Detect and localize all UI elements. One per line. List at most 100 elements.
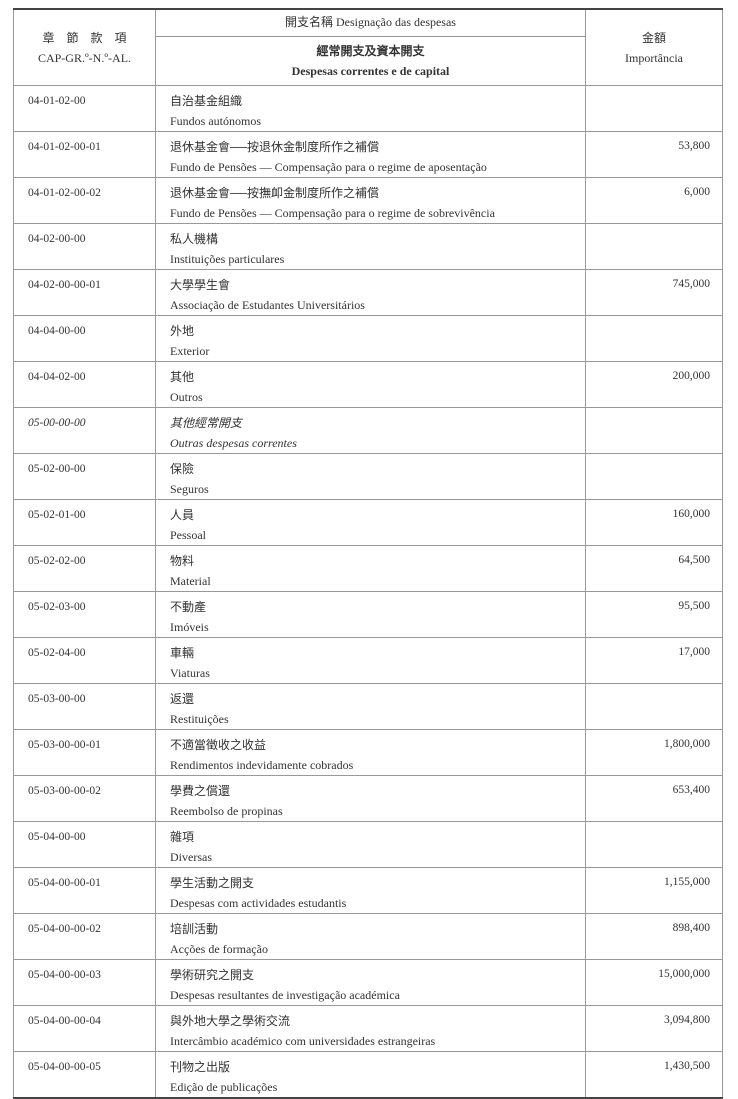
row-description-pt: Fundos autónomos bbox=[170, 114, 262, 128]
row-code: 05-04-00-00-04 bbox=[13, 1005, 156, 1052]
section-zh: 經常開支及資本開支 bbox=[316, 44, 425, 58]
table-row: 05-02-01-00 人員 Pessoal 160,000 bbox=[13, 499, 723, 546]
table-row: 05-02-03-00 不動產 Imóveis 95,500 bbox=[13, 591, 723, 638]
amount-header: 金額 Importância bbox=[585, 8, 723, 86]
row-amount bbox=[585, 223, 723, 270]
row-description-pt: Outras despesas correntes bbox=[170, 436, 297, 450]
row-description-pt: Material bbox=[170, 574, 211, 588]
table-row: 04-01-02-00 自治基金組織 Fundos autónomos bbox=[13, 85, 723, 132]
row-amount: 1,430,500 bbox=[585, 1051, 723, 1099]
row-amount: 1,800,000 bbox=[585, 729, 723, 776]
row-amount: 17,000 bbox=[585, 637, 723, 684]
row-description: 大學學生會 Associação de Estudantes Universitá… bbox=[155, 269, 586, 316]
row-description-zh: 刊物之出版 bbox=[170, 1060, 231, 1074]
row-description: 不適當徵收之收益 Rendimentos indevidamente cobrad… bbox=[155, 729, 586, 776]
row-description: 私人機構 Instituições particulares bbox=[155, 223, 586, 270]
row-description-pt: Fundo de Pensões — Compensação para o re… bbox=[170, 160, 487, 174]
row-code: 05-04-00-00-02 bbox=[13, 913, 156, 960]
table-row: 04-04-00-00 外地 Exterior bbox=[13, 315, 723, 362]
row-description-pt: Fundo de Pensões — Compensação para o re… bbox=[170, 206, 495, 220]
code-header-pt: CAP-GR.º-N.º-AL. bbox=[37, 50, 132, 65]
row-code: 04-01-02-00-01 bbox=[13, 131, 156, 178]
row-description-zh: 與外地大學之學術交流 bbox=[170, 1014, 291, 1028]
row-description: 保險 Seguros bbox=[155, 453, 586, 500]
row-description-pt: Acções de formação bbox=[170, 942, 268, 956]
row-code: 05-03-00-00-01 bbox=[13, 729, 156, 776]
amount-header-pt: Importância bbox=[625, 50, 683, 65]
row-code: 04-01-02-00 bbox=[13, 85, 156, 132]
row-description: 不動產 Imóveis bbox=[155, 591, 586, 638]
row-amount bbox=[585, 407, 723, 454]
row-code: 05-02-00-00 bbox=[13, 453, 156, 500]
row-code: 05-02-01-00 bbox=[13, 499, 156, 546]
row-description-pt: Reembolso de propinas bbox=[170, 804, 283, 818]
row-code: 04-02-00-00-01 bbox=[13, 269, 156, 316]
table-row: 04-01-02-00-02 退休基金會──按撫卹金制度所作之補償 Fundo de… bbox=[13, 177, 723, 224]
row-description: 退休基金會──按退休金制度所作之補償 Fundo de Pensões — Com… bbox=[155, 131, 586, 178]
row-description-pt: Pessoal bbox=[170, 528, 206, 542]
budget-table: 章 節 款 項 CAP-GR.º-N.º-AL. 開支名稱 Designação… bbox=[13, 8, 723, 1099]
row-description-zh: 返還 bbox=[170, 692, 195, 706]
table-row: 05-04-00-00 雜項 Diversas bbox=[13, 821, 723, 868]
table-row: 05-03-00-00-01 不適當徵收之收益 Rendimentos indevi… bbox=[13, 729, 723, 776]
amount-header-zh: 金額 bbox=[641, 30, 666, 45]
row-code: 05-00-00-00 bbox=[13, 407, 156, 454]
table-row: 05-03-00-00-02 學費之償還 Reembolso de propinas… bbox=[13, 775, 723, 822]
table-row: 05-03-00-00 返還 Restituições bbox=[13, 683, 723, 730]
table-row: 04-02-00-00-01 大學學生會 Associação de Estudan… bbox=[13, 269, 723, 316]
section-pt: Despesas correntes e de capital bbox=[291, 64, 450, 78]
table-row: 04-04-02-00 其他 Outros 200,000 bbox=[13, 361, 723, 408]
row-description: 刊物之出版 Edição de publicações bbox=[155, 1051, 586, 1099]
code-header: 章 節 款 項 CAP-GR.º-N.º-AL. bbox=[13, 8, 156, 86]
row-description: 退休基金會──按撫卹金制度所作之補償 Fundo de Pensões — Com… bbox=[155, 177, 586, 224]
section-header-row: 經常開支及資本開支 Despesas correntes e de capita… bbox=[14, 36, 723, 86]
table-row: 04-01-02-00-01 退休基金會──按退休金制度所作之補償 Fundo de… bbox=[13, 131, 723, 178]
row-code: 05-02-03-00 bbox=[13, 591, 156, 638]
row-description: 返還 Restituições bbox=[155, 683, 586, 730]
row-amount bbox=[585, 683, 723, 730]
table-row: 05-04-00-00-04 與外地大學之學術交流 Intercâmbio acad… bbox=[13, 1005, 723, 1052]
row-description-pt: Seguros bbox=[170, 482, 209, 496]
table-row: 05-04-00-00-02 培訓活動 Acções de formação 898,… bbox=[13, 913, 723, 960]
row-description: 外地 Exterior bbox=[155, 315, 586, 362]
row-description-pt: Intercâmbio académico com universidades … bbox=[170, 1034, 436, 1048]
row-code: 05-03-00-00 bbox=[13, 683, 156, 730]
row-description-zh: 外地 bbox=[170, 324, 195, 338]
row-amount bbox=[585, 85, 723, 132]
row-amount bbox=[585, 821, 723, 868]
row-description: 與外地大學之學術交流 Intercâmbio académico com univ… bbox=[155, 1005, 586, 1052]
row-description: 學生活動之開支 Despesas com actividades estudant… bbox=[155, 867, 586, 914]
row-amount: 745,000 bbox=[585, 269, 723, 316]
row-description-zh: 物料 bbox=[170, 554, 195, 568]
designation-header: 開支名稱 Designação das despesas bbox=[155, 8, 586, 37]
header-row: 章 節 款 項 CAP-GR.º-N.º-AL. 開支名稱 Designação… bbox=[13, 8, 723, 86]
row-description-pt: Exterior bbox=[170, 344, 210, 358]
row-description-pt: Despesas com actividades estudantis bbox=[170, 896, 347, 910]
table-row: 05-02-04-00 車輛 Viaturas 17,000 bbox=[13, 637, 723, 684]
row-description-pt: Outros bbox=[170, 390, 203, 404]
row-code: 05-02-04-00 bbox=[13, 637, 156, 684]
row-amount: 6,000 bbox=[585, 177, 723, 224]
row-amount bbox=[585, 315, 723, 362]
row-code: 04-02-00-00 bbox=[13, 223, 156, 270]
row-description-pt: Imóveis bbox=[170, 620, 209, 634]
row-description-pt: Instituições particulares bbox=[170, 252, 285, 266]
row-amount: 653,400 bbox=[585, 775, 723, 822]
row-description-pt: Viaturas bbox=[170, 666, 210, 680]
row-description: 學費之償還 Reembolso de propinas bbox=[155, 775, 586, 822]
row-amount: 15,000,000 bbox=[585, 959, 723, 1006]
table-row: 05-02-02-00 物料 Material 64,500 bbox=[13, 545, 723, 592]
table-row: 05-00-00-00 其他經常開支 Outras despesas corrent… bbox=[13, 407, 723, 454]
row-amount: 200,000 bbox=[585, 361, 723, 408]
table-row: 05-04-00-00-03 學術研究之開支 Despesas resultante… bbox=[13, 959, 723, 1006]
row-description-zh: 雜項 bbox=[170, 830, 195, 844]
row-description: 車輛 Viaturas bbox=[155, 637, 586, 684]
row-code: 05-03-00-00-02 bbox=[13, 775, 156, 822]
row-description: 自治基金組織 Fundos autónomos bbox=[155, 85, 586, 132]
row-description: 學術研究之開支 Despesas resultantes de investiga… bbox=[155, 959, 586, 1006]
table-row: 04-02-00-00 私人機構 Instituições particulares bbox=[13, 223, 723, 270]
row-description-zh: 不動產 bbox=[170, 600, 207, 614]
row-description: 其他 Outros bbox=[155, 361, 586, 408]
row-amount: 160,000 bbox=[585, 499, 723, 546]
row-amount: 898,400 bbox=[585, 913, 723, 960]
